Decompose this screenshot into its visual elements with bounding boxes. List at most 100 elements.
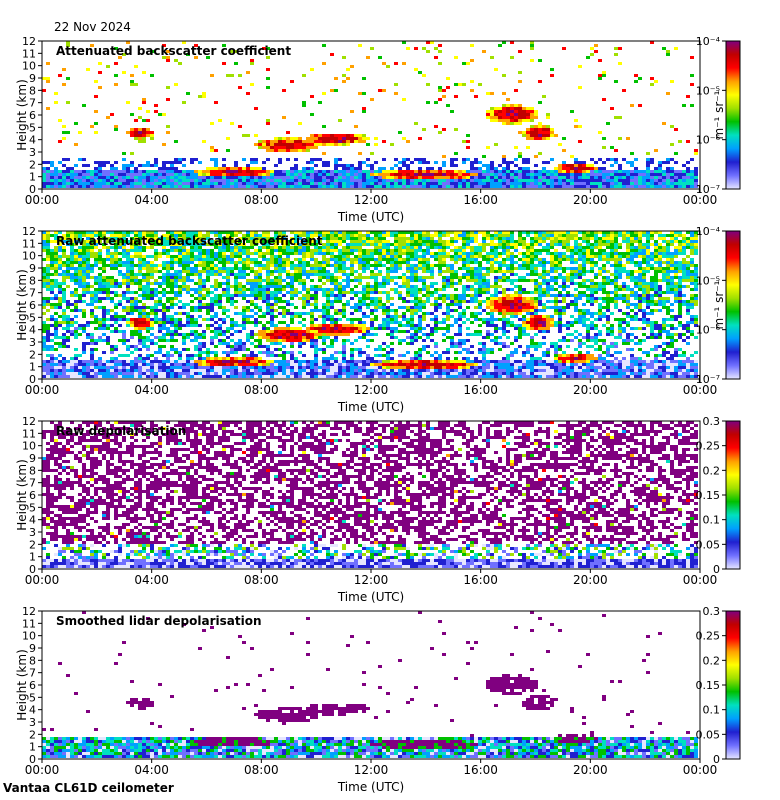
colorbar bbox=[725, 230, 741, 380]
x-tick-label: 20:00 bbox=[573, 383, 608, 397]
y-tick-label: 11 bbox=[22, 617, 36, 630]
y-tick-label: 8 bbox=[29, 84, 36, 97]
y-axis-label: Height (km) bbox=[15, 459, 29, 530]
y-tick-label: 0 bbox=[29, 183, 36, 196]
x-tick-label: 00:00 bbox=[683, 573, 718, 587]
y-tick-label: 11 bbox=[22, 237, 36, 250]
x-tick-label: 08:00 bbox=[244, 763, 279, 777]
y-tick-label: 3 bbox=[29, 716, 36, 729]
heatmap-cells bbox=[42, 611, 698, 758]
colorbar-tick-label: 0 bbox=[713, 753, 720, 766]
y-tick-label: 8 bbox=[29, 274, 36, 287]
x-tick-label: 20:00 bbox=[573, 573, 608, 587]
x-tick-label: 00:00 bbox=[25, 383, 60, 397]
colorbar bbox=[725, 40, 741, 190]
y-tick-label: 7 bbox=[29, 667, 36, 680]
colorbar-tick-label: 0 bbox=[713, 563, 720, 576]
panel-title: Attenuated backscatter coefficient bbox=[56, 44, 291, 58]
y-axis-label: Height (km) bbox=[15, 269, 29, 340]
x-tick-label: 04:00 bbox=[134, 193, 169, 207]
x-axis-label: Time (UTC) bbox=[337, 210, 404, 224]
x-tick-label: 12:00 bbox=[354, 763, 389, 777]
colorbar-tick-label: 0.15 bbox=[696, 679, 721, 692]
y-tick-label: 12 bbox=[22, 225, 36, 238]
y-tick-label: 10 bbox=[22, 250, 36, 263]
y-tick-label: 4 bbox=[29, 704, 36, 717]
colorbar-tick-label: 10⁻⁴ bbox=[696, 35, 721, 48]
y-tick-label: 3 bbox=[29, 146, 36, 159]
y-tick-label: 7 bbox=[29, 477, 36, 490]
colorbar-tick-label: 0.1 bbox=[703, 704, 721, 717]
x-tick-label: 12:00 bbox=[354, 193, 389, 207]
colorbar bbox=[725, 420, 741, 570]
y-tick-label: 4 bbox=[29, 514, 36, 527]
y-tick-label: 11 bbox=[22, 47, 36, 60]
y-tick-label: 1 bbox=[29, 361, 36, 374]
colorbar-tick-label: 0.25 bbox=[696, 440, 721, 453]
x-tick-label: 00:00 bbox=[683, 763, 718, 777]
y-tick-label: 5 bbox=[29, 311, 36, 324]
y-tick-label: 10 bbox=[22, 60, 36, 73]
panel-2: Raw attenuated backscatter coefficient01… bbox=[15, 225, 741, 414]
x-tick-label: 04:00 bbox=[134, 383, 169, 397]
colorbar-tick-label: 10⁻⁴ bbox=[696, 225, 721, 238]
y-tick-label: 1 bbox=[29, 171, 36, 184]
heatmap-cells bbox=[42, 231, 698, 378]
y-tick-label: 10 bbox=[22, 440, 36, 453]
x-tick-label: 00:00 bbox=[25, 193, 60, 207]
colorbar-tick-label: 0.3 bbox=[703, 415, 721, 428]
panel-1: Attenuated backscatter coefficient012345… bbox=[15, 35, 741, 224]
x-tick-label: 16:00 bbox=[463, 763, 498, 777]
x-tick-label: 08:00 bbox=[244, 383, 279, 397]
colorbar-tick-label: 0.05 bbox=[696, 538, 721, 551]
y-tick-label: 9 bbox=[29, 642, 36, 655]
colorbar-tick-label: 0.2 bbox=[703, 654, 721, 667]
x-tick-label: 12:00 bbox=[354, 383, 389, 397]
y-tick-label: 7 bbox=[29, 287, 36, 300]
y-tick-label: 6 bbox=[29, 109, 36, 122]
colorbar-tick-label: 0.1 bbox=[703, 514, 721, 527]
y-tick-label: 4 bbox=[29, 324, 36, 337]
heatmap-cells bbox=[42, 421, 698, 568]
y-tick-label: 5 bbox=[29, 501, 36, 514]
x-tick-label: 20:00 bbox=[573, 763, 608, 777]
colorbar-tick-label: 10⁻⁶ bbox=[696, 324, 721, 337]
y-tick-label: 3 bbox=[29, 526, 36, 539]
y-tick-label: 2 bbox=[29, 728, 36, 741]
x-tick-label: 16:00 bbox=[463, 193, 498, 207]
x-axis-label: Time (UTC) bbox=[337, 590, 404, 604]
y-tick-label: 8 bbox=[29, 654, 36, 667]
colorbar-tick-label: 0.15 bbox=[696, 489, 721, 502]
colorbar-tick-label: 10⁻⁵ bbox=[696, 84, 720, 97]
x-tick-label: 20:00 bbox=[573, 193, 608, 207]
colorbar-tick-label: 10⁻⁵ bbox=[696, 274, 720, 287]
y-tick-label: 12 bbox=[22, 35, 36, 48]
x-tick-label: 16:00 bbox=[463, 573, 498, 587]
y-tick-label: 10 bbox=[22, 630, 36, 643]
y-tick-label: 6 bbox=[29, 299, 36, 312]
y-axis-label: Height (km) bbox=[15, 79, 29, 150]
date-label: 22 Nov 2024 bbox=[54, 20, 131, 34]
colorbar-tick-label: 10⁻⁶ bbox=[696, 134, 721, 147]
colorbar-tick-label: 0.3 bbox=[703, 605, 721, 618]
y-tick-label: 2 bbox=[29, 348, 36, 361]
y-tick-label: 0 bbox=[29, 563, 36, 576]
colorbar-tick-label: 0.05 bbox=[696, 728, 721, 741]
y-tick-label: 7 bbox=[29, 97, 36, 110]
x-tick-label: 12:00 bbox=[354, 573, 389, 587]
y-tick-label: 11 bbox=[22, 427, 36, 440]
colorbar bbox=[725, 610, 741, 760]
panels: Attenuated backscatter coefficient012345… bbox=[15, 35, 741, 794]
x-axis-label: Time (UTC) bbox=[337, 780, 404, 794]
plot-area bbox=[42, 611, 700, 759]
heatmap-cells bbox=[42, 41, 698, 188]
colorbar-tick-label: 10⁻⁷ bbox=[696, 183, 720, 196]
colorbar-tick-label: 0.25 bbox=[696, 630, 721, 643]
panel-title: Smoothed lidar depolarisation bbox=[56, 614, 262, 628]
y-tick-label: 6 bbox=[29, 489, 36, 502]
panel-title: Raw depolarisation bbox=[56, 424, 186, 438]
y-tick-label: 5 bbox=[29, 121, 36, 134]
x-tick-label: 00:00 bbox=[25, 573, 60, 587]
y-tick-label: 3 bbox=[29, 336, 36, 349]
y-tick-label: 9 bbox=[29, 262, 36, 275]
